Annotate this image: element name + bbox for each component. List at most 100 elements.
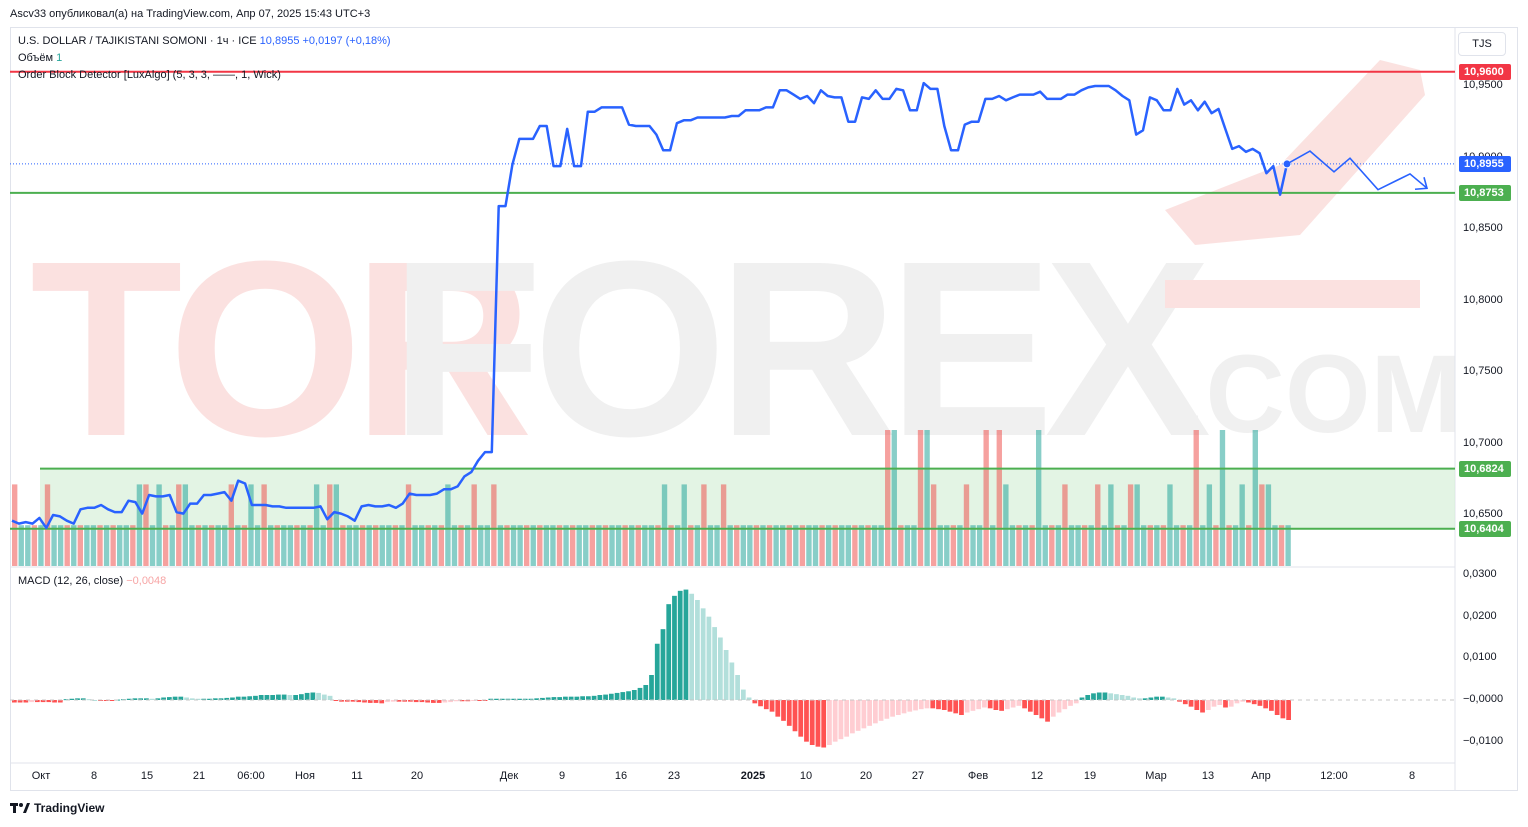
price-axis-tick: 10,9500 [1463, 79, 1503, 91]
macd-bar [264, 695, 270, 700]
macd-bar [235, 696, 241, 700]
macd-legend[interactable]: MACD (12, 26, close) −0,0048 [18, 575, 166, 587]
projection-path [1286, 150, 1428, 191]
macd-bar [1091, 693, 1096, 700]
volume-bar [425, 525, 431, 566]
volume-bar [84, 525, 90, 566]
volume-bar [1265, 484, 1272, 566]
tradingview-name: TradingView [34, 801, 105, 815]
macd-bar [46, 700, 52, 703]
macd-bar [654, 643, 660, 700]
volume-bar [563, 525, 569, 566]
macd-bar [740, 689, 746, 700]
macd-bar [786, 700, 792, 726]
macd-bar [712, 627, 718, 700]
volume-bar [917, 430, 924, 566]
volume-bar [366, 525, 372, 566]
volume-bar [793, 525, 799, 566]
macd-bar [505, 698, 511, 700]
macd-bar [798, 700, 804, 737]
macd-bar [310, 692, 316, 700]
watermark-arrow [1165, 60, 1425, 245]
price-axis-tick: 10,6500 [1463, 508, 1503, 520]
macd-bar [241, 696, 247, 700]
macd-bar [855, 700, 861, 731]
volume-legend[interactable]: Объём 1 [18, 52, 62, 64]
macd-bar [901, 700, 907, 714]
macd-axis-tick: 0,0300 [1463, 568, 1497, 580]
last-price-dot [1282, 159, 1292, 169]
macd-bar [838, 700, 844, 740]
volume-bar [747, 525, 753, 566]
macd-bar [1200, 700, 1205, 713]
watermark-com: .COM [1175, 333, 1462, 456]
volume-bar [307, 525, 313, 566]
volume-bar [182, 484, 189, 566]
tradingview-branding[interactable]: TradingView [10, 801, 104, 815]
volume-bar [1062, 484, 1068, 566]
macd-bar [999, 700, 1005, 711]
macd-bar [224, 697, 230, 700]
volume-bar [386, 525, 392, 566]
macd-bar [476, 700, 482, 701]
chart-frame [10, 27, 1518, 791]
macd-bar [12, 700, 17, 703]
macd-bar [1182, 700, 1188, 705]
macd-bar [735, 675, 740, 700]
macd-bar [166, 697, 172, 700]
macd-bar [109, 700, 115, 701]
macd-bar [189, 698, 195, 700]
volume-bar [294, 525, 300, 566]
volume-bar [222, 525, 228, 566]
macd-bar [195, 698, 201, 700]
time-axis-tick: Фев [967, 770, 989, 782]
macd-bar [752, 700, 758, 704]
volume-bar [195, 525, 202, 566]
volume-bar [661, 484, 668, 566]
volume-bar [1134, 484, 1140, 566]
macd-bar [585, 696, 591, 700]
macd-bar [815, 700, 821, 747]
indicator-legend[interactable]: Order Block Detector [LuxAlgo] (5, 3, 3,… [18, 69, 281, 81]
macd-bar [149, 698, 155, 700]
currency-button[interactable]: TJS [1458, 32, 1506, 56]
macd-bar [52, 700, 57, 703]
volume-bar [373, 525, 379, 566]
macd-bar [1062, 700, 1068, 710]
macd-bar [1217, 700, 1223, 705]
time-axis-tick: Мар [1145, 770, 1167, 782]
volume-bar [1081, 525, 1088, 566]
macd-bar [126, 698, 132, 700]
price-tag: 10,6404 [1459, 520, 1511, 537]
price-levels [10, 70, 1455, 530]
volume-bar [156, 484, 162, 566]
macd-bar [1234, 700, 1240, 704]
macd-bar [936, 700, 941, 710]
volume-bar [215, 525, 221, 566]
macd-bar [563, 696, 568, 700]
macd-bar [1005, 700, 1010, 710]
symbol-legend[interactable]: U.S. DOLLAR / TAJIKISTANI SOMONI · 1ч · … [18, 35, 391, 47]
volume-bar [51, 525, 57, 566]
volume-bar [57, 525, 64, 566]
macd-bar [895, 700, 901, 715]
volume-bar [720, 484, 727, 566]
volume-bar [930, 484, 937, 566]
macd-bar [1119, 695, 1125, 700]
macd-bar [511, 698, 517, 700]
volume-bar [1186, 525, 1193, 566]
price-axis-tick: 10,7500 [1463, 365, 1503, 377]
macd-bar [677, 590, 683, 700]
macd-bar [270, 695, 276, 700]
macd-bar [603, 694, 608, 700]
volume-bar [162, 525, 169, 566]
time-axis-tick: 27 [911, 770, 925, 782]
volume-bar [1095, 484, 1101, 566]
volume-bar [1173, 525, 1180, 566]
volume-bar [950, 525, 957, 566]
volume-bar [845, 525, 852, 566]
volume-bar [274, 525, 280, 566]
price-axis-tick: 10,8500 [1463, 222, 1503, 234]
macd-bar [534, 698, 540, 700]
